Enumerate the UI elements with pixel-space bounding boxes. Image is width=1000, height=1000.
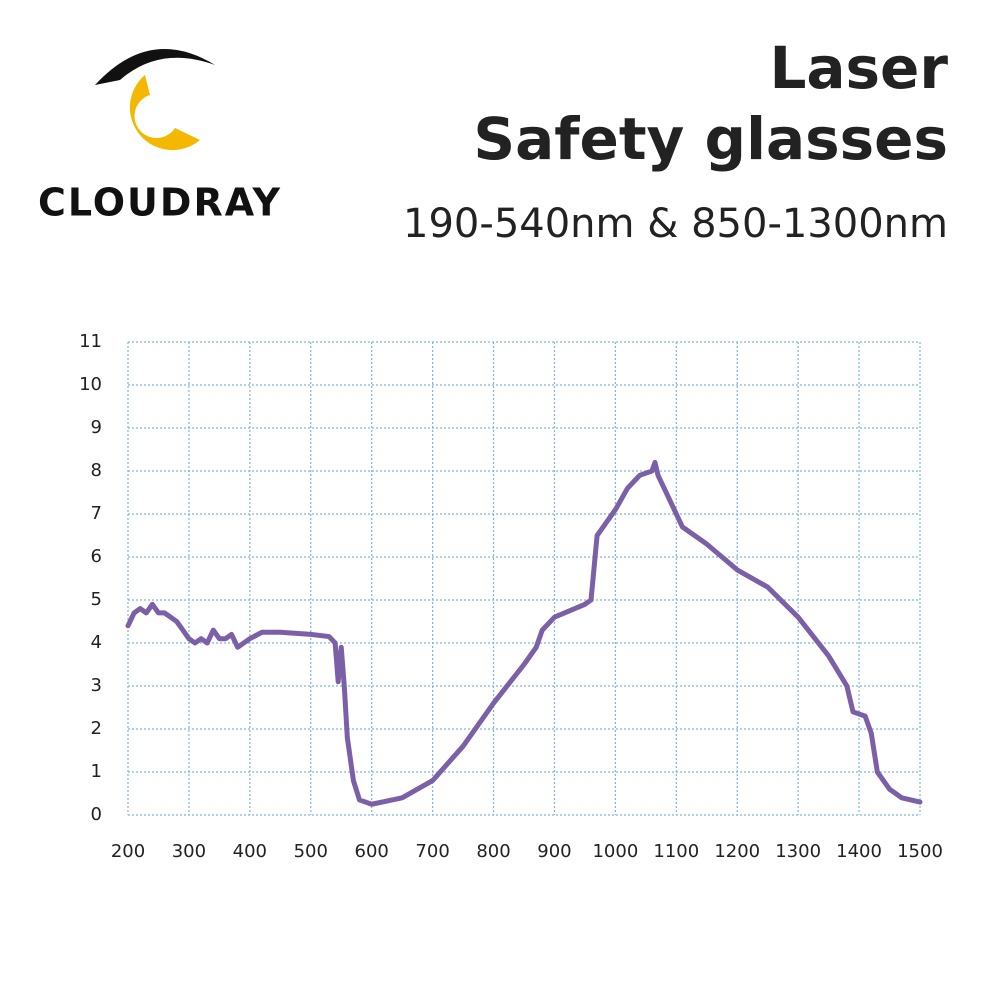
subtitle: 190-540nm & 850-1300nm (403, 201, 948, 247)
x-tick-label: 400 (233, 841, 267, 862)
x-tick-label: 700 (415, 841, 449, 862)
x-tick-label: 1400 (836, 841, 882, 862)
y-tick-label: 0 (91, 804, 102, 825)
x-tick-label: 200 (111, 841, 145, 862)
x-tick-label: 1300 (775, 841, 821, 862)
logo-c (129, 75, 200, 151)
title-line: Laser (769, 34, 948, 102)
title-line: Safety glasses (473, 105, 948, 173)
y-tick-label: 4 (91, 632, 102, 653)
y-tick-label: 1 (91, 761, 102, 782)
x-tick-label: 600 (355, 841, 389, 862)
y-tick-label: 2 (91, 718, 102, 739)
x-tick-label: 1500 (897, 841, 943, 862)
logo: CLOUDRAY (38, 49, 282, 225)
x-tick-label: 300 (172, 841, 206, 862)
y-tick-label: 9 (91, 417, 102, 438)
x-tick-label: 1100 (653, 841, 699, 862)
brand: CLOUDRAY (38, 181, 282, 225)
data-line (125, 459, 923, 807)
y-tick-label: 6 (91, 546, 102, 567)
x-tick-label: 900 (537, 841, 571, 862)
y-tick-label: 7 (91, 503, 102, 524)
y-tick-label: 3 (91, 675, 102, 696)
x-tick-label: 500 (294, 841, 328, 862)
y-tick-label: 8 (91, 460, 102, 481)
x-tick-label: 1000 (592, 841, 638, 862)
logo-arc (95, 49, 215, 85)
x-tick-label: 800 (476, 841, 510, 862)
y-tick-label: 5 (91, 589, 102, 610)
x-tick-label: 1200 (714, 841, 760, 862)
y-tick-label: 10 (79, 374, 102, 395)
y-tick-label: 11 (79, 331, 102, 352)
